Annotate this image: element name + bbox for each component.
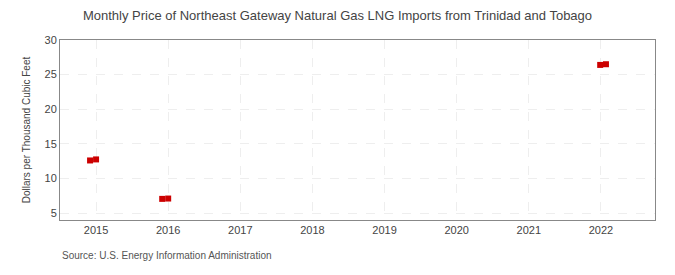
- svg-text:2016: 2016: [156, 224, 180, 236]
- svg-text:30: 30: [45, 34, 57, 46]
- svg-text:Monthly Price of Northeast Gat: Monthly Price of Northeast Gateway Natur…: [83, 8, 592, 23]
- svg-text:Dollars per Thousand Cubic Fee: Dollars per Thousand Cubic Feet: [21, 57, 32, 204]
- svg-text:15: 15: [45, 138, 57, 150]
- svg-text:2018: 2018: [300, 224, 324, 236]
- svg-text:25: 25: [45, 68, 57, 80]
- svg-text:2020: 2020: [444, 224, 468, 236]
- svg-text:2015: 2015: [84, 224, 108, 236]
- svg-text:2019: 2019: [372, 224, 396, 236]
- svg-text:5: 5: [51, 207, 57, 219]
- svg-text:Source: U.S. Energy Informatio: Source: U.S. Energy Information Administ…: [62, 250, 272, 261]
- svg-text:10: 10: [45, 172, 57, 184]
- svg-text:20: 20: [45, 103, 57, 115]
- svg-text:2021: 2021: [517, 224, 541, 236]
- svg-text:2017: 2017: [228, 224, 252, 236]
- svg-text:2022: 2022: [589, 224, 613, 236]
